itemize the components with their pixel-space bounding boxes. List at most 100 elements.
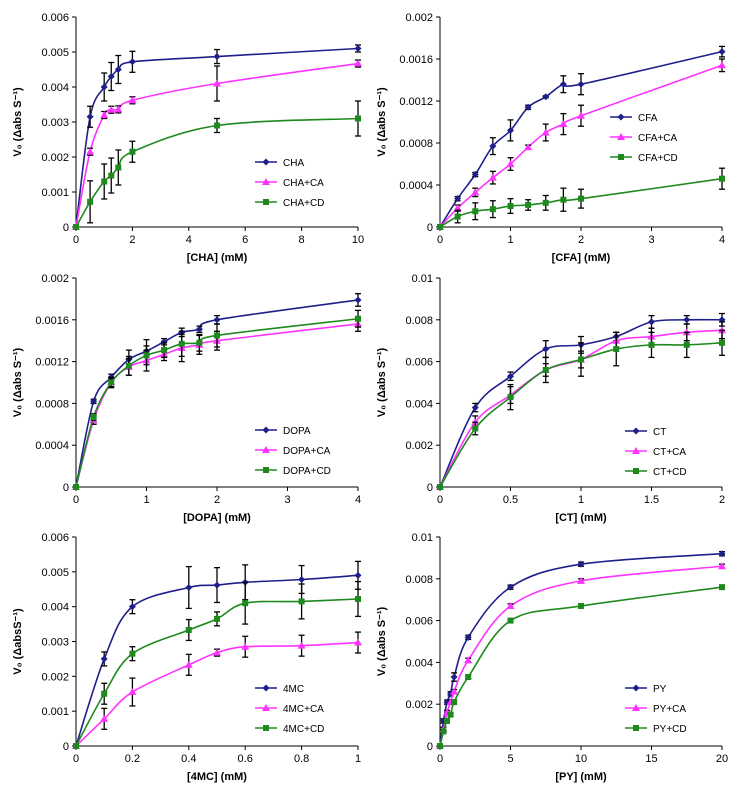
data-point: [719, 175, 725, 182]
chart-panel-3: 0 0.0004 0.0008 0.0012 0.0016 0.002 0 1 2 3 4 [DOPA…: [12, 273, 362, 524]
data-point: [506, 601, 515, 609]
legend-label: DOPA+CA: [283, 446, 331, 457]
data-point: [185, 627, 192, 634]
y-tick-label: 0.0008: [399, 138, 433, 150]
data-point: [577, 576, 585, 584]
data-point: [578, 602, 584, 609]
data-point: [507, 583, 514, 591]
data-point: [542, 366, 549, 373]
x-tick-label: 0.8: [294, 753, 309, 765]
data-point: [86, 113, 94, 121]
y-tick-label: 0.002: [405, 12, 433, 24]
data-point: [108, 172, 115, 179]
data-point: [471, 404, 479, 412]
legend-marker: [632, 704, 640, 711]
data-point: [213, 53, 221, 61]
data-point: [213, 581, 221, 589]
series-cha-plus-ca: [72, 59, 362, 230]
x-tick-label: 15: [645, 753, 657, 765]
data-point: [129, 650, 136, 657]
data-point: [73, 484, 79, 490]
x-tick-label: 8: [299, 234, 305, 246]
series-line: [439, 177, 723, 228]
data-point: [648, 318, 655, 326]
legend-label: DOPA+CD: [283, 466, 331, 477]
data-point: [559, 80, 567, 88]
data-point: [718, 61, 726, 69]
legend-marker: [632, 684, 640, 692]
x-axis-label: [CT] (mM): [555, 512, 607, 524]
legend-label: CFA: [638, 113, 658, 124]
data-point: [718, 48, 726, 56]
legend: CT CT+CA CT+CD: [625, 427, 687, 478]
data-point: [488, 173, 497, 181]
series-ct: [436, 312, 726, 491]
data-point: [100, 111, 109, 118]
data-point: [524, 103, 532, 111]
legend-label: CFA+CD: [638, 153, 678, 164]
data-point: [542, 93, 550, 101]
y-tick-label: 0.002: [41, 152, 69, 164]
y-axis-label: V₀ (Δabs S⁻¹): [12, 87, 24, 157]
series-line: [75, 641, 359, 747]
x-tick-label: 1: [507, 234, 513, 246]
data-point: [683, 341, 690, 348]
legend-label: CHA+CA: [283, 178, 324, 189]
data-point: [444, 717, 451, 724]
data-point: [114, 105, 123, 113]
data-point: [683, 316, 691, 324]
series-4mc: [72, 560, 362, 750]
data-point: [718, 550, 726, 558]
legend-label: PY+CD: [653, 724, 687, 735]
data-point: [447, 711, 454, 718]
legend-marker: [617, 133, 625, 140]
legend-label: PY+CA: [653, 704, 686, 715]
data-point: [577, 80, 585, 88]
data-point: [559, 120, 568, 128]
y-tick-label: 0.005: [41, 567, 69, 579]
data-point: [100, 83, 108, 91]
data-point: [355, 115, 361, 122]
y-tick-label: 0: [427, 482, 433, 494]
y-tick-label: 0.006: [405, 357, 433, 369]
data-point: [524, 143, 533, 151]
x-tick-label: 0: [73, 234, 79, 246]
data-point: [542, 345, 550, 353]
legend-marker: [632, 427, 640, 435]
data-point: [125, 362, 132, 369]
legend-label: CFA+CA: [638, 133, 678, 144]
x-axis-label: [CHA] (mM): [187, 252, 248, 264]
y-axis-label: V₀ (Δabs S⁻¹): [376, 87, 388, 157]
data-point: [454, 213, 461, 220]
x-tick-label: 20: [716, 753, 728, 765]
data-point: [213, 316, 221, 324]
data-point: [214, 332, 220, 339]
legend-marker: [633, 468, 639, 474]
data-point: [355, 596, 361, 603]
legend-marker: [618, 154, 624, 160]
legend-marker: [262, 426, 270, 434]
data-point: [107, 105, 116, 113]
x-tick-label: 1: [578, 494, 584, 506]
y-tick-label: 0.004: [405, 398, 433, 410]
chart-panel-2: 0 0.0004 0.0008 0.0012 0.0016 0.002 0 1 2 3 4 [CFA]…: [376, 12, 726, 264]
data-point: [489, 206, 496, 213]
data-point: [354, 45, 362, 52]
y-tick-label: 0.004: [41, 82, 69, 94]
data-point: [128, 603, 136, 611]
data-point: [161, 347, 168, 354]
data-point: [465, 674, 472, 681]
data-point: [185, 584, 193, 592]
x-tick-label: 6: [242, 234, 248, 246]
series-4mc-plus-cd: [73, 580, 361, 749]
chart-panel-4: 0 0.002 0.004 0.006 0.008 0.01 0 0.5 1 1.5 2 [CT] (…: [376, 273, 726, 524]
legend-label: 4MC: [283, 684, 304, 695]
y-tick-label: 0: [427, 222, 433, 234]
y-tick-label: 0: [63, 482, 69, 494]
series-line: [75, 299, 359, 488]
data-point: [100, 714, 109, 722]
data-point: [437, 224, 443, 230]
x-tick-label: 4: [355, 494, 361, 506]
series-cha-plus-cd: [73, 100, 361, 230]
